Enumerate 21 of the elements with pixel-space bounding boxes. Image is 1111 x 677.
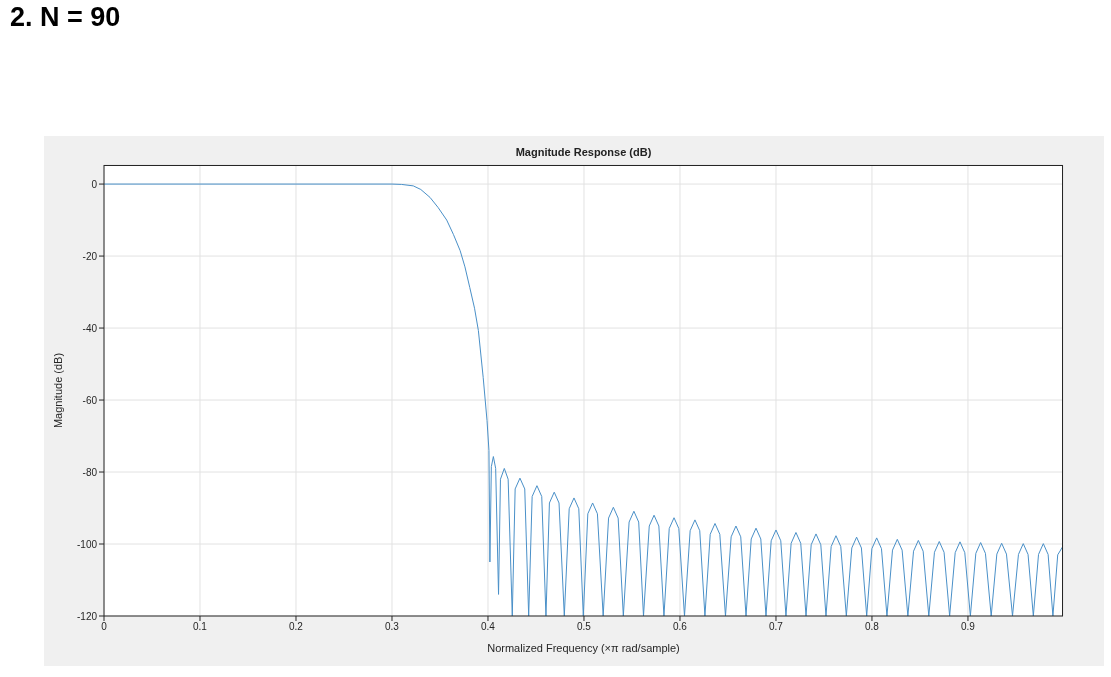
y-tick-label: -60 [82,394,98,406]
y-tick-label: -40 [82,322,98,334]
x-tick-label: 0.5 [577,621,592,633]
y-tick-label: 0 [91,178,98,190]
x-axis-title: Normalized Frequency (×π rad/sample) [487,642,680,654]
y-tick-label: -20 [82,250,98,262]
x-tick-label: 0.4 [481,621,496,633]
chart-subtitle: Magnitude Response (dB) [514,146,653,158]
x-tick-label: 0.7 [769,621,784,633]
x-tick-label: 0 [101,621,108,633]
x-tick-label: 0.6 [673,621,688,633]
y-tick-label: -120 [76,610,98,622]
chart-title: 2. N = 90 [10,2,121,33]
x-tick-label: 0.2 [289,621,304,633]
x-tick-label: 0.3 [385,621,400,633]
x-tick-label: 0.9 [961,621,976,633]
y-axis-title: Magnitude (dB) [51,352,64,429]
x-tick-label: 0.1 [193,621,208,633]
x-tick-label: 0.8 [865,621,880,633]
y-tick-label: -80 [82,466,98,478]
y-tick-label: -100 [76,538,98,550]
